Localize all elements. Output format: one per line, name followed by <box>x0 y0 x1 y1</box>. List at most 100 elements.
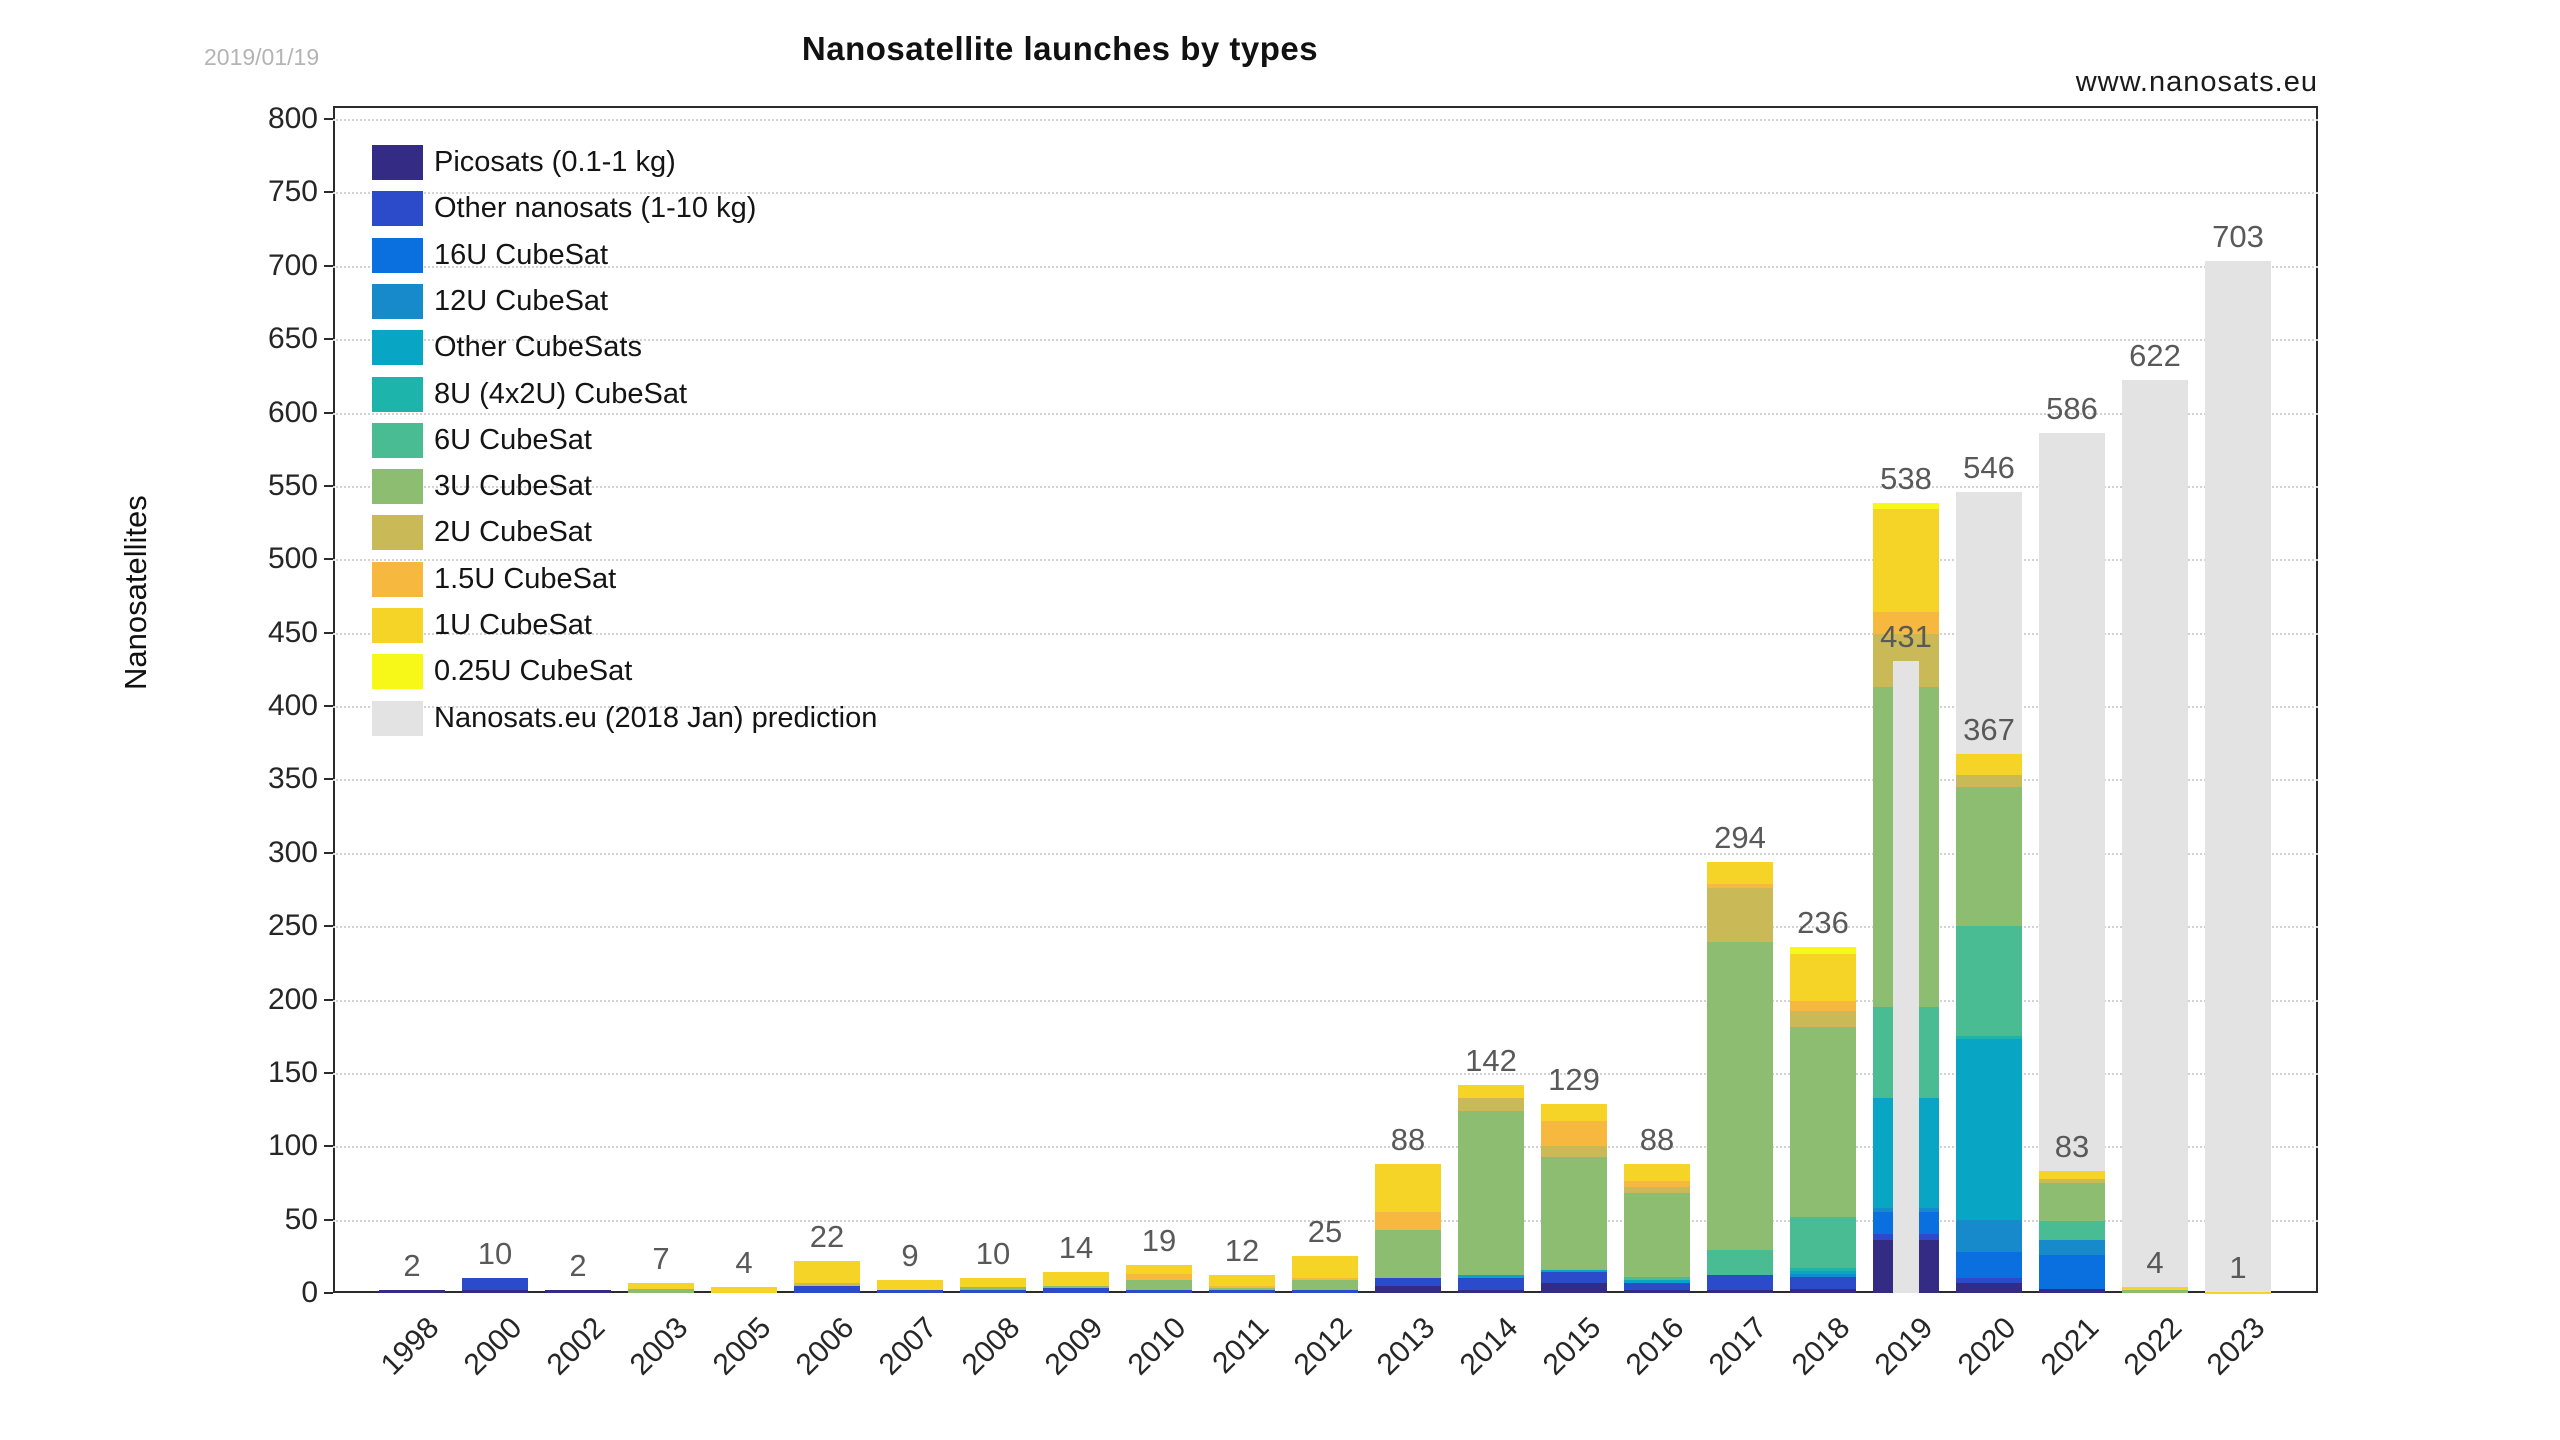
y-tick-mark <box>324 1292 333 1294</box>
bar-2017-segment <box>1707 861 1773 884</box>
bar-2018-segment <box>1790 946 1856 954</box>
y-tick-label: 0 <box>301 1276 318 1309</box>
y-tick-label: 750 <box>267 175 318 209</box>
bar-total-label-2007: 9 <box>901 1237 919 1273</box>
bar-2014-segment <box>1458 1111 1524 1276</box>
bar-2017-segment <box>1707 1275 1773 1291</box>
bar-2017-segment <box>1707 883 1773 888</box>
x-tick-label-2009: 2009 <box>1038 1311 1110 1382</box>
bar-2021-segment <box>2039 1178 2105 1183</box>
y-tick-mark <box>324 631 333 634</box>
legend-item-label: 2U CubeSat <box>434 516 592 549</box>
bar-2018-segment <box>1790 1270 1856 1274</box>
bar-2011-segment <box>1209 1275 1275 1286</box>
y-tick-mark <box>324 338 333 341</box>
bar-2020-segment <box>1956 786 2022 927</box>
bar-2013-segment <box>1375 1285 1441 1293</box>
bar-2020-segment <box>1956 1251 2022 1279</box>
legend-swatch <box>372 145 423 180</box>
y-tick-label: 300 <box>267 835 318 869</box>
bar-2014-segment <box>1458 1084 1524 1098</box>
bar-2022-segment <box>2122 1290 2188 1293</box>
bar-2016-segment <box>1624 1279 1690 1283</box>
bar-2020-segment <box>1956 754 2022 775</box>
bar-total-label-2023: 1 <box>2229 1249 2247 1285</box>
x-tick-label-1998: 1998 <box>374 1311 446 1382</box>
website-link[interactable]: www.nanosats.eu <box>2075 66 2318 98</box>
bar-2007-segment <box>877 1279 943 1291</box>
bar-2016-segment <box>1624 1276 1690 1280</box>
legend-swatch <box>372 608 423 643</box>
bar-2019-segment <box>1873 509 1939 613</box>
bar-2014-segment <box>1458 1278 1524 1291</box>
bar-2012-segment <box>1292 1256 1358 1279</box>
bar-2015-segment <box>1541 1272 1607 1283</box>
y-tick-label: 250 <box>267 909 318 943</box>
x-tick-label-2010: 2010 <box>1121 1311 1193 1382</box>
legend-item-label: Other CubeSats <box>434 331 642 364</box>
x-tick-label-2008: 2008 <box>955 1311 1027 1382</box>
bar-total-label-2016: 88 <box>1639 1121 1675 1157</box>
legend-item-label: 1.5U CubeSat <box>434 562 617 595</box>
bar-2020-segment <box>1956 926 2022 1037</box>
bar-2021-segment <box>2039 1254 2105 1289</box>
bar-2015-segment <box>1541 1103 1607 1122</box>
y-tick-label: 800 <box>267 102 318 135</box>
bar-2020-segment <box>1956 1036 2022 1040</box>
bar-2002-segment <box>545 1290 611 1293</box>
legend-swatch <box>372 330 423 366</box>
legend-swatch <box>372 237 423 273</box>
legend-item: 1U CubeSat <box>372 606 1072 644</box>
x-tick-label-2016: 2016 <box>1619 1311 1691 1382</box>
bar-2014-segment <box>1458 1097 1524 1112</box>
bar-total-label-2011: 12 <box>1224 1233 1260 1269</box>
bar-total-label-2019: 538 <box>1880 461 1932 497</box>
prediction-label-2021: 586 <box>2046 391 2098 427</box>
y-tick-label: 700 <box>267 248 318 282</box>
y-tick-label: 500 <box>267 542 318 576</box>
bar-2005-segment <box>711 1287 777 1293</box>
chart-title: Nanosatellite launches by types <box>801 30 1319 67</box>
y-tick-label: 600 <box>267 395 318 429</box>
bar-2016-segment <box>1624 1290 1690 1293</box>
bar-2018-segment <box>1790 954 1856 1001</box>
x-tick-label-2014: 2014 <box>1453 1311 1525 1382</box>
y-tick-mark <box>324 264 333 267</box>
bar-2020-segment <box>1956 1278 2022 1283</box>
legend-swatch <box>372 654 423 690</box>
bar-2021-segment <box>2039 1171 2105 1179</box>
bar-2003-segment <box>628 1282 694 1289</box>
bar-2003-segment <box>628 1288 694 1293</box>
bar-2015-segment <box>1541 1121 1607 1147</box>
prediction-bar-2021 <box>2039 433 2105 1293</box>
bar-2021-segment <box>2039 1240 2105 1255</box>
bar-2007-segment <box>877 1290 943 1293</box>
bar-total-label-1998: 2 <box>403 1248 421 1284</box>
bar-2020-segment <box>1956 1039 2022 1220</box>
y-tick-mark <box>324 705 333 707</box>
x-tick-label-2015: 2015 <box>1536 1311 1608 1382</box>
date-stamp: 2019/01/19 <box>204 44 320 70</box>
bar-2000-segment <box>462 1278 528 1291</box>
bar-2006-segment <box>794 1260 860 1283</box>
y-tick-mark <box>324 778 333 781</box>
bar-total-label-2013: 88 <box>1390 1121 1426 1157</box>
x-tick-label-2002: 2002 <box>540 1311 612 1382</box>
bar-total-label-2010: 19 <box>1141 1223 1177 1259</box>
bar-2006-segment <box>794 1282 860 1286</box>
legend-item: 16U CubeSat <box>372 236 1072 274</box>
y-tick-label: 50 <box>284 1202 318 1236</box>
bar-2018-segment <box>1790 1273 1856 1277</box>
bar-2023-segment <box>2205 1291 2271 1294</box>
bar-2011-segment <box>1209 1290 1275 1293</box>
x-tick-label-2013: 2013 <box>1370 1311 1442 1382</box>
bar-2019-segment <box>1873 503 1939 510</box>
prediction-label-2020: 546 <box>1963 449 2015 485</box>
bar-total-label-2002: 2 <box>569 1248 587 1284</box>
legend-item-label: 16U CubeSat <box>434 238 609 271</box>
bar-total-label-2012: 25 <box>1307 1214 1343 1250</box>
x-tick-label-2021: 2021 <box>2034 1311 2106 1382</box>
x-tick-label-2003: 2003 <box>623 1311 695 1382</box>
